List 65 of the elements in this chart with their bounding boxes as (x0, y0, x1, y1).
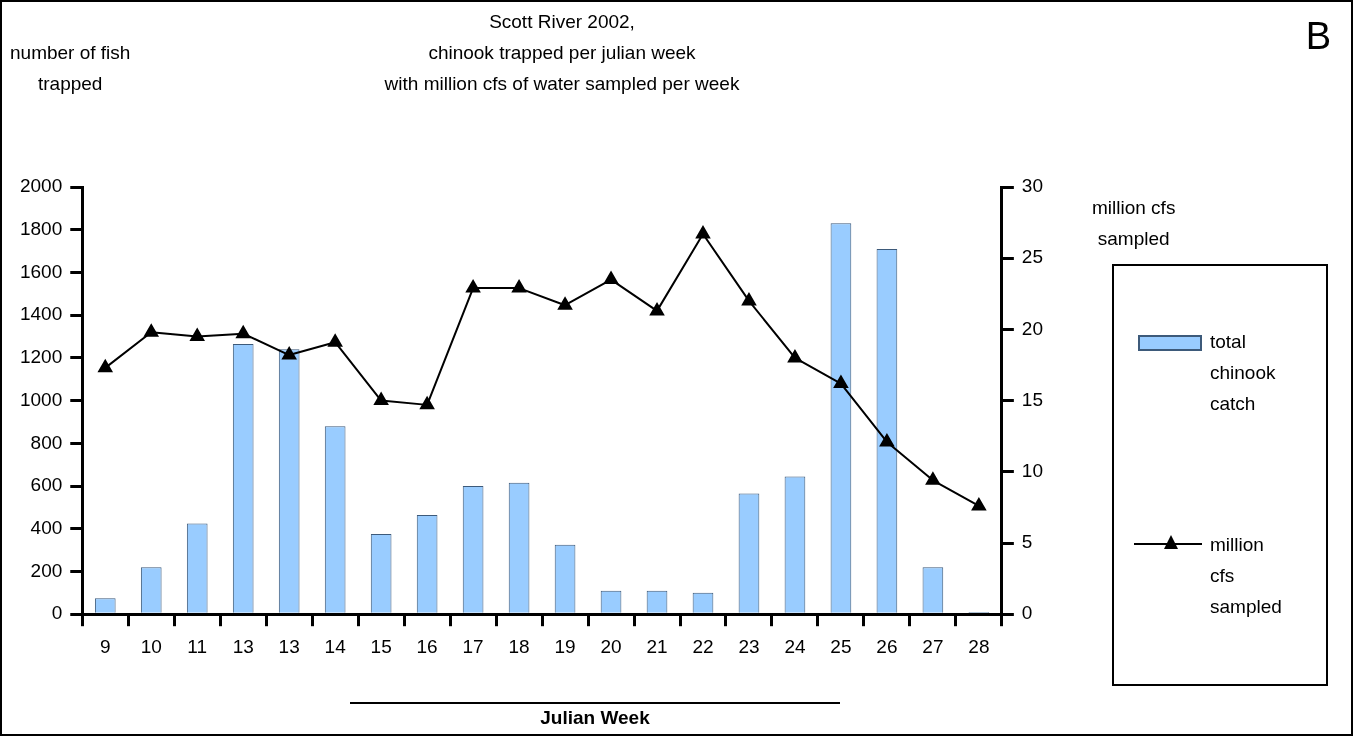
x-tick-label: 16 (416, 635, 438, 657)
legend-label: million cfs sampled (1210, 533, 1283, 619)
point (466, 280, 481, 293)
x-tick-label: 18 (508, 635, 530, 657)
x-tick-label: 13 (232, 635, 254, 657)
point (971, 497, 986, 511)
point (925, 472, 940, 485)
chart-title: Scott River 2002, chinook trapped per julian week with million cfs of water sampled per week (383, 10, 741, 96)
x-tick-label: 13 (278, 635, 300, 657)
y-tick-label: 2000 (19, 175, 63, 197)
point (741, 292, 757, 306)
x-tick-label: 28 (968, 635, 990, 657)
y-tick-label: 1200 (19, 346, 63, 368)
point (879, 433, 894, 447)
legend-label: total chinook catch (1210, 330, 1277, 416)
point (649, 302, 665, 316)
y2-tick-label: 20 (1021, 317, 1044, 339)
x-tick-label: 9 (99, 635, 111, 657)
x-axis-title: Julian Week (350, 702, 840, 732)
point (695, 225, 711, 239)
y-tick-label: 1600 (19, 260, 63, 282)
x-tick-label: 24 (784, 635, 806, 657)
y-axis-title: number of fish trapped (10, 41, 131, 96)
point (558, 297, 573, 310)
point (282, 347, 297, 360)
y-tick-label: 400 (30, 516, 63, 538)
x-tick-label: 11 (187, 635, 208, 657)
x-tick-label: 15 (370, 635, 392, 657)
y2-tick-label: 5 (1021, 531, 1033, 553)
point (420, 396, 435, 410)
y-tick-label: 800 (30, 431, 63, 453)
point (374, 392, 389, 406)
x-tick-label: 27 (922, 635, 944, 657)
point (144, 324, 159, 337)
y2-tick-label: 25 (1021, 246, 1044, 268)
y-tick-label: 1800 (19, 217, 63, 239)
point (833, 375, 848, 389)
y-tick-label: 0 (51, 602, 63, 624)
text: B (1305, 15, 1331, 57)
y-tick-label: 600 (30, 474, 63, 496)
x-tick-label: 26 (876, 635, 898, 657)
y-tick-label: 1400 (19, 303, 63, 325)
y2-axis-title: million cfs sampled (1092, 196, 1176, 251)
y2-tick-label: 0 (1021, 602, 1033, 624)
point (98, 359, 113, 373)
x-tick-label: 22 (692, 635, 714, 657)
point (236, 325, 251, 339)
y2-tick-label: 30 (1021, 175, 1044, 197)
x-tick-label: 19 (554, 635, 576, 657)
x-tick-label: 23 (738, 635, 760, 657)
x-tick-label: 20 (600, 635, 622, 657)
point (190, 328, 205, 342)
x-tick-label: 17 (462, 635, 484, 657)
y2-tick-label: 15 (1021, 388, 1044, 410)
y2-tick-label: 10 (1021, 460, 1044, 482)
x-tick-label: 10 (140, 635, 162, 657)
x-tick-label: 21 (646, 635, 668, 657)
x-tick-label: 25 (830, 635, 852, 657)
y-tick-label: 1000 (19, 388, 63, 410)
point (328, 334, 343, 347)
point (603, 271, 619, 285)
point (787, 349, 803, 363)
point (512, 280, 527, 293)
y-tick-label: 200 (30, 559, 63, 581)
x-tick-label: 14 (324, 635, 347, 657)
